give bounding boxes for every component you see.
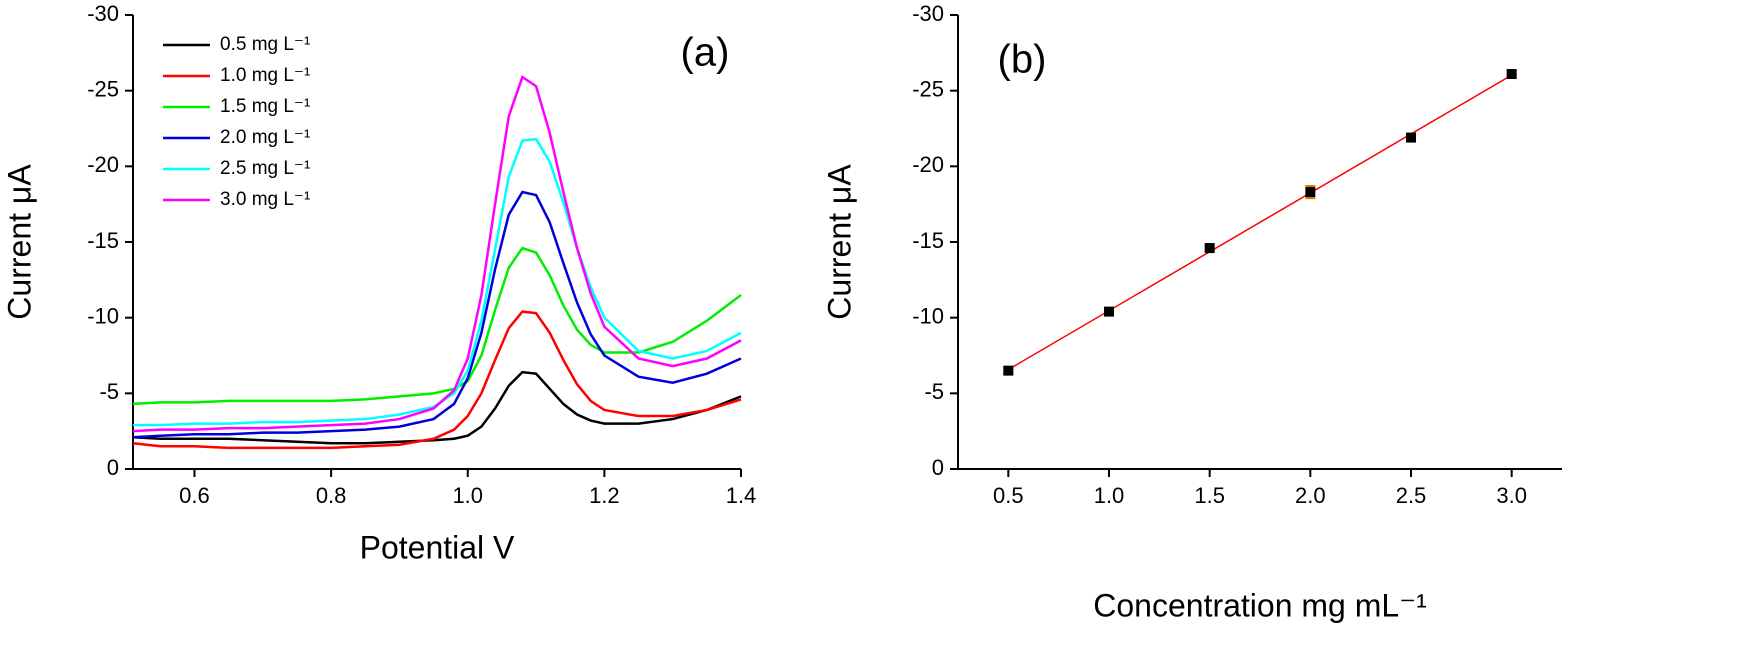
x-tick-label: 1.4 xyxy=(726,483,757,508)
data-line xyxy=(132,370,742,445)
x-tick-label: 2.5 xyxy=(1396,483,1427,508)
legend-label: 3.0 mg L⁻¹ xyxy=(220,189,310,210)
y-tick-label: -25 xyxy=(87,76,119,101)
x-tick-label: 1.5 xyxy=(1194,483,1225,508)
point xyxy=(1406,132,1416,143)
legend-label: 2.5 mg L⁻¹ xyxy=(220,158,310,179)
y-tick-label: -10 xyxy=(912,303,944,328)
legend-label: 1.0 mg L⁻¹ xyxy=(220,65,310,86)
data-line xyxy=(132,310,742,450)
x-tick-label: 1.0 xyxy=(1094,483,1125,508)
y-tick-label: -5 xyxy=(99,379,119,404)
y-tick-label: -30 xyxy=(87,1,119,26)
point xyxy=(1104,306,1114,317)
data-line xyxy=(132,190,742,439)
point xyxy=(1506,69,1517,80)
panel-label: (b) xyxy=(998,38,1047,82)
y-tick-label: -25 xyxy=(912,76,944,101)
x-tick-label: 0.8 xyxy=(316,483,347,508)
x-tick-label: 1.2 xyxy=(589,483,620,508)
point xyxy=(1204,243,1215,254)
y-axis-title: Current μA xyxy=(1,164,37,320)
y-tick-label: -10 xyxy=(87,303,119,328)
fit-line xyxy=(1007,74,1513,371)
x-tick-label: 2.0 xyxy=(1295,483,1326,508)
x-tick-label: 0.6 xyxy=(179,483,210,508)
x-axis-title: Potential V xyxy=(360,529,515,565)
y-tick-label: -15 xyxy=(87,228,119,253)
point xyxy=(1305,187,1316,198)
data-line xyxy=(133,137,742,427)
y-tick-label: -20 xyxy=(87,152,119,177)
y-tick-label: 0 xyxy=(107,455,119,480)
x-tick-label: 3.0 xyxy=(1496,483,1527,508)
legend-label: 0.5 mg L⁻¹ xyxy=(220,34,310,55)
y-tick-label: -15 xyxy=(912,228,944,253)
y-tick-label: -30 xyxy=(912,1,944,26)
point xyxy=(1003,365,1014,376)
panel-label: (a) xyxy=(681,31,730,75)
y-tick-label: -5 xyxy=(924,379,944,404)
legend-label: 2.0 mg L⁻¹ xyxy=(220,127,310,148)
x-axis-title: Concentration mg mL⁻¹ xyxy=(1093,587,1426,623)
data-line xyxy=(132,246,742,406)
data-line xyxy=(132,75,742,433)
y-axis-title: Current μA xyxy=(821,164,857,320)
y-tick-label: -20 xyxy=(912,152,944,177)
x-tick-label: 0.5 xyxy=(993,483,1024,508)
x-tick-label: 1.0 xyxy=(452,483,483,508)
legend-label: 1.5 mg L⁻¹ xyxy=(220,96,310,117)
y-tick-label: 0 xyxy=(932,455,944,480)
